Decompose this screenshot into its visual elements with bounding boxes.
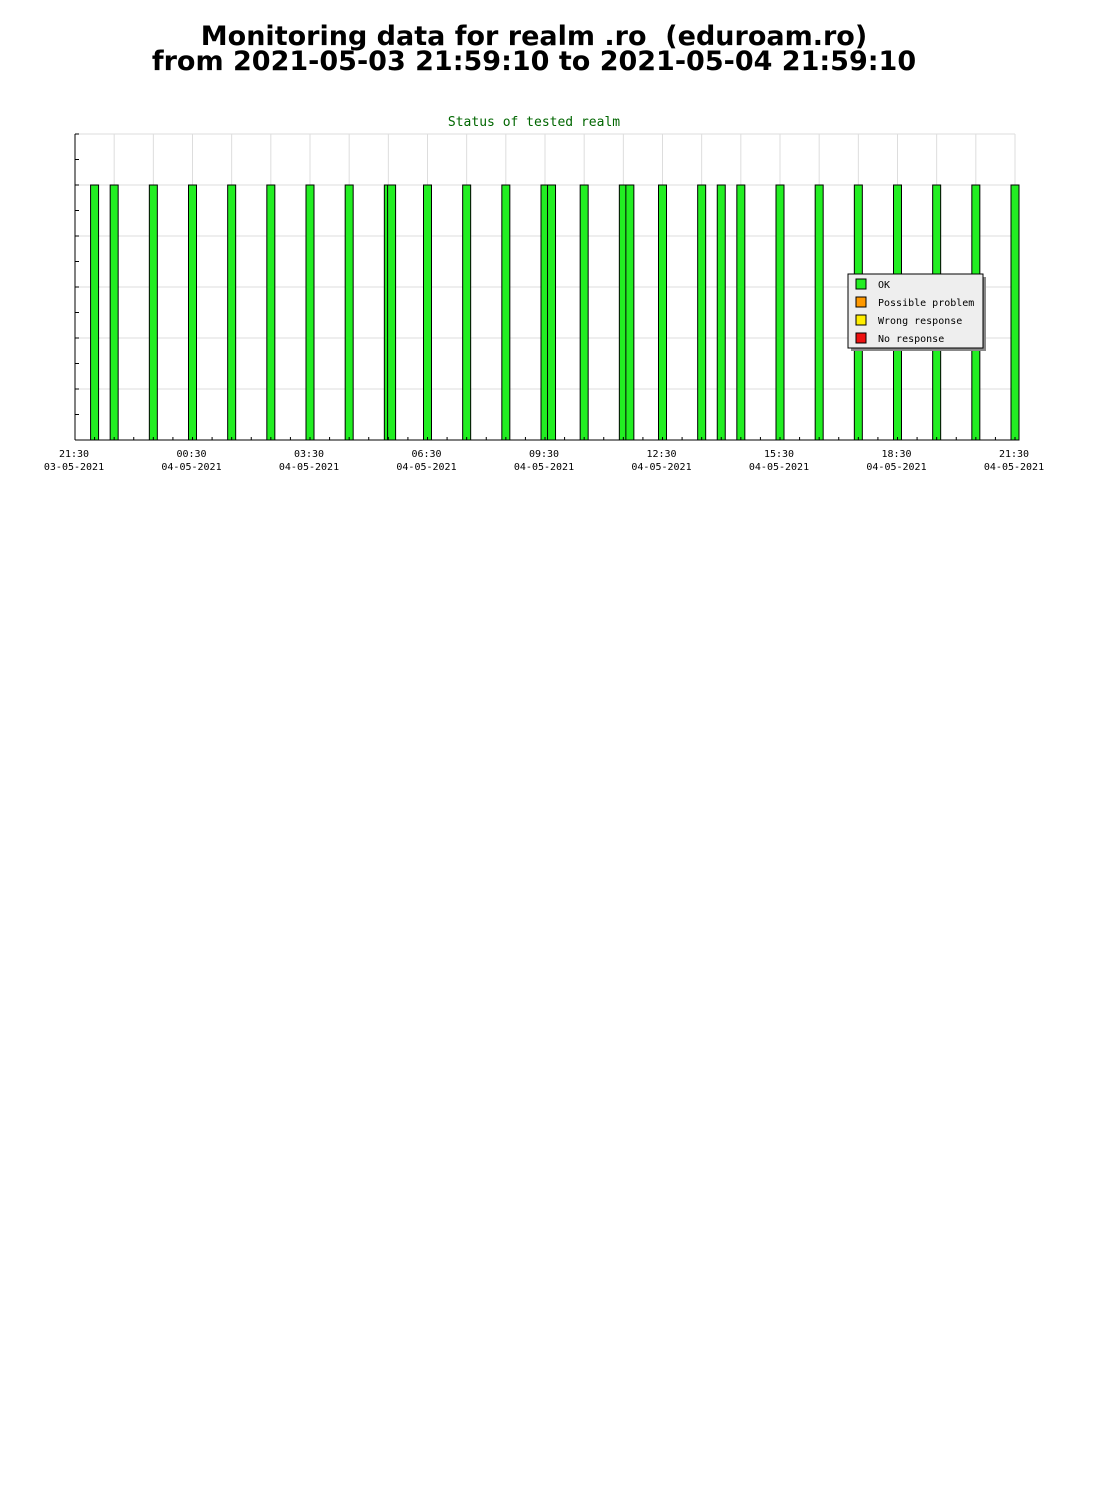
bar-ok bbox=[716, 184, 726, 441]
legend-swatch bbox=[855, 296, 867, 308]
bar-ok bbox=[305, 184, 315, 441]
x-tick-date: 03-05-2021 bbox=[44, 462, 104, 473]
x-tick-time: 12:30 bbox=[646, 449, 676, 460]
bar-ok bbox=[462, 184, 472, 441]
chart-legend: OK Possible problem Wrong response No respo… bbox=[847, 273, 986, 351]
x-tick-time: 21:30 bbox=[59, 449, 89, 460]
bar-ok bbox=[814, 184, 824, 441]
bar-ok bbox=[501, 184, 511, 441]
x-tick-time: 15:30 bbox=[764, 449, 794, 460]
x-tick-date: 04-05-2021 bbox=[514, 462, 574, 473]
x-tick-time: 03:30 bbox=[294, 449, 324, 460]
x-tick-date: 04-05-2021 bbox=[279, 462, 339, 473]
bar-ok bbox=[188, 184, 197, 441]
x-tick-time: 09:30 bbox=[529, 449, 559, 460]
x-tick-date: 04-05-2021 bbox=[396, 462, 456, 473]
legend-label: Wrong response bbox=[878, 316, 962, 327]
bar-ok bbox=[148, 184, 158, 441]
legend-box bbox=[847, 273, 984, 349]
legend-label: OK bbox=[878, 280, 890, 291]
x-tick-date: 04-05-2021 bbox=[984, 462, 1044, 473]
bar-ok bbox=[547, 184, 557, 441]
bar-ok bbox=[579, 184, 589, 441]
page-title-line-2: from 2021-05-03 21:59:10 to 2021-05-04 2… bbox=[151, 46, 917, 77]
legend-swatch bbox=[855, 314, 867, 326]
legend-swatch bbox=[855, 278, 867, 290]
bar-ok bbox=[1010, 184, 1020, 441]
page-title-line-1: Monitoring data for realm .ro (eduroam.r… bbox=[200, 21, 868, 52]
bar-ok bbox=[736, 184, 746, 441]
x-tick-time: 21:30 bbox=[999, 449, 1029, 460]
bar-ok bbox=[90, 184, 100, 441]
x-tick-time: 18:30 bbox=[881, 449, 911, 460]
bar-ok bbox=[697, 184, 707, 441]
bar-ok bbox=[423, 184, 432, 441]
x-tick-time: 06:30 bbox=[411, 449, 441, 460]
x-tick-date: 04-05-2021 bbox=[161, 462, 221, 473]
bar-ok bbox=[658, 184, 667, 441]
page-title: Monitoring data for realm .ro (eduroam.r… bbox=[0, 21, 1068, 77]
x-tick-date: 04-05-2021 bbox=[749, 462, 809, 473]
x-tick-time: 00:30 bbox=[176, 449, 206, 460]
chart-axes bbox=[74, 133, 1016, 441]
bar-ok bbox=[227, 184, 237, 441]
legend-label: Possible problem bbox=[878, 298, 974, 309]
bar-ok bbox=[387, 184, 397, 441]
bar-ok bbox=[625, 184, 635, 441]
legend-label: No response bbox=[878, 334, 944, 345]
legend-swatch bbox=[855, 332, 867, 344]
bar-ok bbox=[266, 184, 276, 441]
x-axis-labels: 21:30 03-05-2021 00:30 04-05-2021 03:30 04-05… bbox=[44, 449, 1044, 473]
status-chart: Status of tested realm 21:30 03-05-2021 00… bbox=[44, 115, 1044, 473]
chart-title: Status of tested realm bbox=[448, 115, 620, 130]
bar-ok bbox=[344, 184, 354, 441]
bar-ok bbox=[775, 184, 785, 441]
x-tick-date: 04-05-2021 bbox=[631, 462, 691, 473]
x-tick-date: 04-05-2021 bbox=[866, 462, 926, 473]
bar-ok bbox=[109, 184, 119, 441]
